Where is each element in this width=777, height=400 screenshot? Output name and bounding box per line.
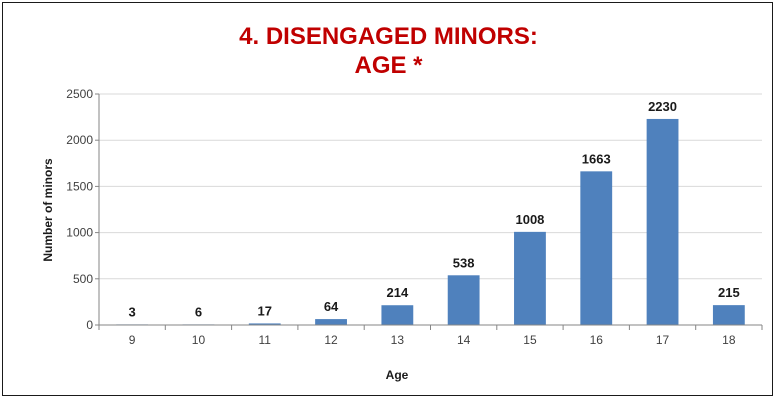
bar-17 [646, 118, 679, 325]
bar-16 [580, 171, 613, 325]
x-tick-label: 10 [192, 333, 206, 347]
data-label: 64 [324, 299, 339, 314]
y-tick-label: 1500 [66, 179, 93, 193]
data-label: 538 [453, 255, 475, 270]
y-axis-label: Number of minors [41, 158, 55, 262]
bar-14 [447, 275, 480, 325]
data-label: 1663 [582, 151, 611, 166]
bar-15 [514, 231, 546, 325]
x-tick-label: 12 [324, 333, 338, 347]
x-tick-label: 15 [523, 333, 537, 347]
y-tick-label: 500 [73, 272, 93, 286]
y-tick-label: 1000 [66, 226, 93, 240]
x-tick-label: 11 [259, 333, 272, 347]
x-tick-label: 18 [722, 333, 736, 347]
chart-frame [2, 2, 773, 396]
data-label: 3 [129, 304, 136, 319]
y-tick-label: 0 [86, 318, 93, 332]
chart-title: 4. DISENGAGED MINORS: AGE * [0, 22, 777, 80]
bar-12 [315, 319, 347, 325]
data-label: 215 [718, 285, 740, 300]
bar-11 [248, 323, 281, 325]
chart-title-line-2: AGE * [354, 52, 423, 79]
data-label: 6 [195, 304, 202, 319]
bar-13 [381, 305, 414, 325]
x-tick-label: 13 [391, 333, 405, 347]
chart-title-line-1: 4. DISENGAGED MINORS: [239, 23, 538, 50]
data-label: 1008 [515, 212, 544, 227]
x-axis-label: Age [386, 368, 409, 382]
x-tick-label: 17 [656, 333, 670, 347]
bars [116, 118, 745, 325]
data-labels: 3 6 17 64 214 538 1008 1663 2230 215 [129, 99, 740, 319]
y-tick-label: 2000 [66, 133, 93, 147]
bar-18 [712, 305, 745, 325]
data-label: 214 [386, 285, 408, 300]
data-label: 17 [258, 303, 272, 318]
x-tick-label: 9 [129, 333, 136, 347]
data-label: 2230 [648, 99, 677, 114]
x-tick-label: 16 [590, 333, 604, 347]
x-tick-label: 14 [457, 333, 471, 347]
axes: 0 500 1000 1500 2000 2500 9 10 11 12 13 14 15 16 17 18 [66, 87, 763, 347]
y-tick-label: 2500 [66, 87, 93, 101]
